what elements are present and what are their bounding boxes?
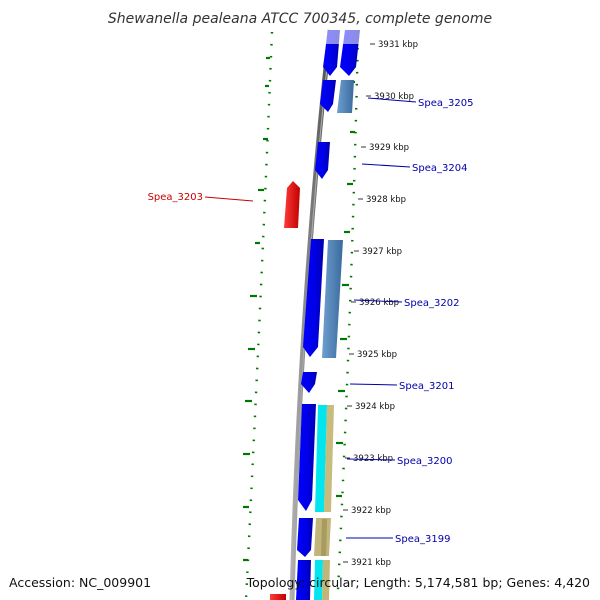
steelblue-feature <box>337 80 354 113</box>
kbp-tick-label: 3922 kbp <box>351 506 391 516</box>
gene-leader-line <box>353 299 403 303</box>
cds-forward-arrow <box>296 560 311 600</box>
kbp-tick-label: 3921 kbp <box>351 558 391 568</box>
kbp-tick-label: 3930 kbp <box>374 92 414 102</box>
cds-forward-arrow <box>315 142 330 179</box>
kbp-tick-label: 3926 kbp <box>359 298 399 308</box>
accession-label: Accession: NC_009901 <box>9 575 151 590</box>
kbp-tick-label: 3928 kbp <box>366 195 406 205</box>
kbp-tick-label: 3924 kbp <box>355 402 395 412</box>
gene-label-spea-3199[interactable]: Spea_3199 <box>395 534 450 545</box>
khaki-feature <box>324 405 334 512</box>
gene-leader-line <box>349 383 398 386</box>
gene-leader-line <box>361 163 411 168</box>
cyan-feature <box>314 560 323 600</box>
cyan-feature <box>315 405 327 512</box>
cds-forward-arrow <box>297 518 313 557</box>
genome-summary: Topology: circular; Length: 5,174,581 bp… <box>246 575 590 590</box>
kbp-tick-label: 3923 kbp <box>353 454 393 464</box>
gene-label-spea-3202[interactable]: Spea_3202 <box>404 298 459 309</box>
khaki-feature <box>322 560 330 600</box>
gene-labels: Spea_3205 Spea_3204 Spea_3203 Spea_3202 Spea… <box>148 97 473 545</box>
gene-label-spea-3205[interactable]: Spea_3205 <box>418 98 473 109</box>
map-title: Shewanella pealeana ATCC 700345, complet… <box>108 11 492 27</box>
cds-forward-arrow <box>301 372 317 393</box>
kbp-tick-label: 3927 kbp <box>362 247 402 257</box>
gc-content-track <box>244 31 274 600</box>
kbp-tick-label: 3925 kbp <box>357 350 397 360</box>
cds-forward-arrow <box>303 239 324 357</box>
steelblue-feature <box>322 240 343 358</box>
cds-reverse-arrow <box>284 181 300 228</box>
kbp-tick-label: 3931 kbp <box>378 40 418 50</box>
cds-forward-arrow <box>298 404 316 511</box>
gene-leader-line <box>204 196 254 202</box>
cds-reverse-arrow <box>270 594 286 600</box>
gene-label-spea-3203[interactable]: Spea_3203 <box>148 192 203 203</box>
kbp-tick-label: 3929 kbp <box>369 143 409 153</box>
gene-leader-line <box>367 97 417 103</box>
gene-label-spea-3201[interactable]: Spea_3201 <box>399 381 454 392</box>
gene-label-spea-3204[interactable]: Spea_3204 <box>412 163 467 174</box>
gene-label-spea-3200[interactable]: Spea_3200 <box>397 456 452 467</box>
cds-forward-arrow <box>320 80 336 112</box>
gene-leader-line <box>346 458 396 461</box>
cds-features <box>270 30 364 600</box>
kbp-scale: 3931 kbp 3930 kbp 3929 kbp 3928 kbp 3927 kbp… <box>343 40 418 568</box>
